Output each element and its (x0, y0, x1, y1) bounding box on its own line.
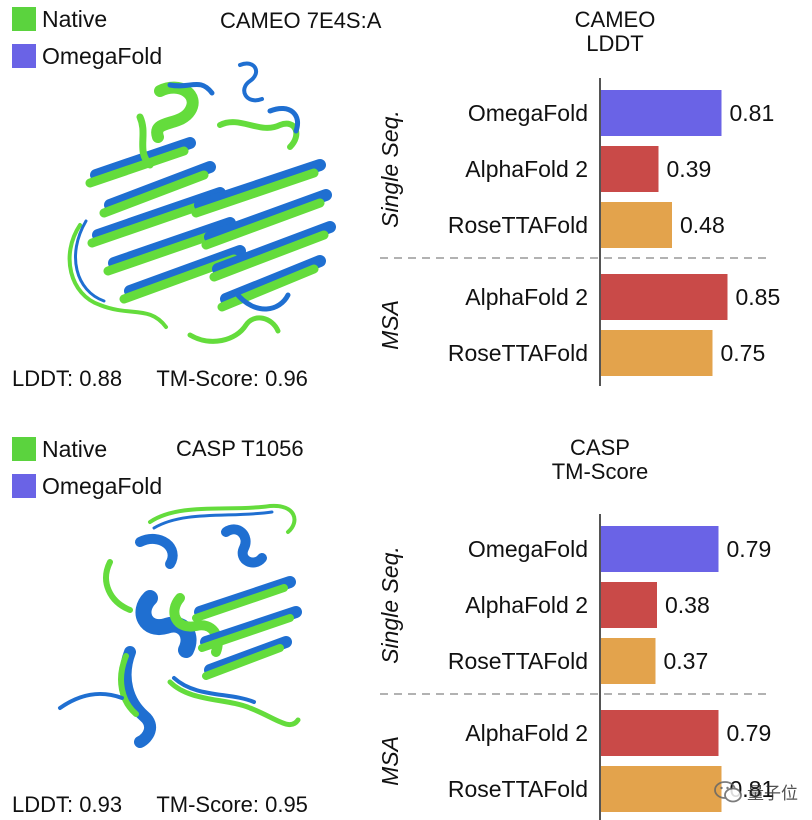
wechat-icon (714, 780, 742, 802)
data-label: 0.79 (727, 720, 772, 746)
structure-title: CAMEO 7E4S:A (220, 8, 382, 33)
structure-metrics: LDDT: 0.88 TM-Score: 0.96 (12, 366, 308, 392)
data-label: 0.48 (680, 212, 725, 238)
tick-label-alphafold-2: AlphaFold 2 (465, 592, 588, 618)
panel-cameo: Native OmegaFold CAMEO 7E4S:A LDDT: 0.88 (12, 6, 781, 392)
legend-swatch-omegafold (12, 44, 36, 68)
data-label: 0.81 (730, 100, 775, 126)
bar-single-seq-omegafold (600, 526, 719, 572)
watermark-text: 量子位 (747, 784, 798, 803)
bar-msa-rosettafold (600, 766, 722, 812)
bar-chart-cameo-lddt: OmegaFold 0.81 AlphaFold 2 0.39 RoseTTAFold 0… (377, 78, 781, 386)
tick-label-alphafold-2: AlphaFold 2 (465, 156, 588, 182)
tick-label-rosettafold: RoseTTAFold (448, 648, 588, 674)
tick-label-omegafold: OmegaFold (468, 536, 588, 562)
tick-label-rosettafold: RoseTTAFold (448, 776, 588, 802)
protein-structure-image (67, 61, 336, 344)
tick-label-alphafold-2: AlphaFold 2 (465, 284, 588, 310)
legend-item-native: Native (12, 436, 107, 462)
data-label: 0.79 (727, 536, 772, 562)
chart-title: CASP TM-Score (490, 436, 710, 484)
tick-label-rosettafold: RoseTTAFold (448, 212, 588, 238)
legend-swatch-omegafold (12, 474, 36, 498)
group-label-msa: MSA (377, 736, 403, 786)
legend-swatch-native (12, 437, 36, 461)
chart-title-line-2: TM-Score (551, 459, 649, 484)
legend-item-omegafold: OmegaFold (12, 473, 162, 499)
legend-label-native: Native (42, 435, 108, 462)
lddt-score: LDDT: 0.88 (12, 366, 123, 391)
chart-title-line-2: LDDT (586, 31, 644, 56)
panel-casp: Native OmegaFold CASP T1056 LDDT: 0.93 (0, 410, 812, 820)
chart-title: CAMEO LDDT (505, 8, 725, 56)
legend-label-omegafold: OmegaFold (42, 42, 163, 69)
data-label: 0.39 (667, 156, 712, 182)
bar-msa-alphafold-2 (600, 710, 719, 756)
legend-label-native: Native (42, 5, 108, 32)
legend-item-native: Native (12, 6, 107, 32)
bar-chart-casp-tm-score: OmegaFold 0.79 AlphaFold 2 0.38 RoseTTAFold 0… (377, 514, 774, 820)
legend-label-omegafold: OmegaFold (42, 472, 163, 499)
tm-score: TM-Score: 0.95 (156, 792, 308, 817)
group-label-msa: MSA (377, 300, 403, 350)
bar-single-seq-omegafold (600, 90, 722, 136)
chart-title-line-1: CASP (570, 435, 630, 460)
bar-msa-rosettafold (600, 330, 713, 376)
data-label: 0.37 (664, 648, 709, 674)
bar-single-seq-rosettafold (600, 638, 656, 684)
legend-item-omegafold: OmegaFold (12, 43, 162, 69)
data-label: 0.85 (736, 284, 781, 310)
legend-swatch-native (12, 7, 36, 31)
tick-label-alphafold-2: AlphaFold 2 (465, 720, 588, 746)
group-label-single-seq: Single Seq. (377, 110, 403, 228)
tick-label-omegafold: OmegaFold (468, 100, 588, 126)
tm-score: TM-Score: 0.96 (156, 366, 308, 391)
lddt-score: LDDT: 0.93 (12, 792, 123, 817)
structure-title: CASP T1056 (176, 436, 304, 461)
watermark: 量子位 (713, 779, 798, 804)
bar-msa-alphafold-2 (600, 274, 728, 320)
data-label: 0.75 (721, 340, 766, 366)
group-label-single-seq: Single Seq. (377, 546, 403, 664)
bar-single-seq-alphafold-2 (600, 582, 657, 628)
tick-label-rosettafold: RoseTTAFold (448, 340, 588, 366)
chart-title-line-1: CAMEO (574, 7, 656, 32)
data-label: 0.38 (665, 592, 710, 618)
structure-metrics: LDDT: 0.93 TM-Score: 0.95 (12, 792, 308, 818)
protein-structure-image (58, 503, 302, 748)
bar-single-seq-alphafold-2 (600, 146, 659, 192)
bar-single-seq-rosettafold (600, 202, 672, 248)
